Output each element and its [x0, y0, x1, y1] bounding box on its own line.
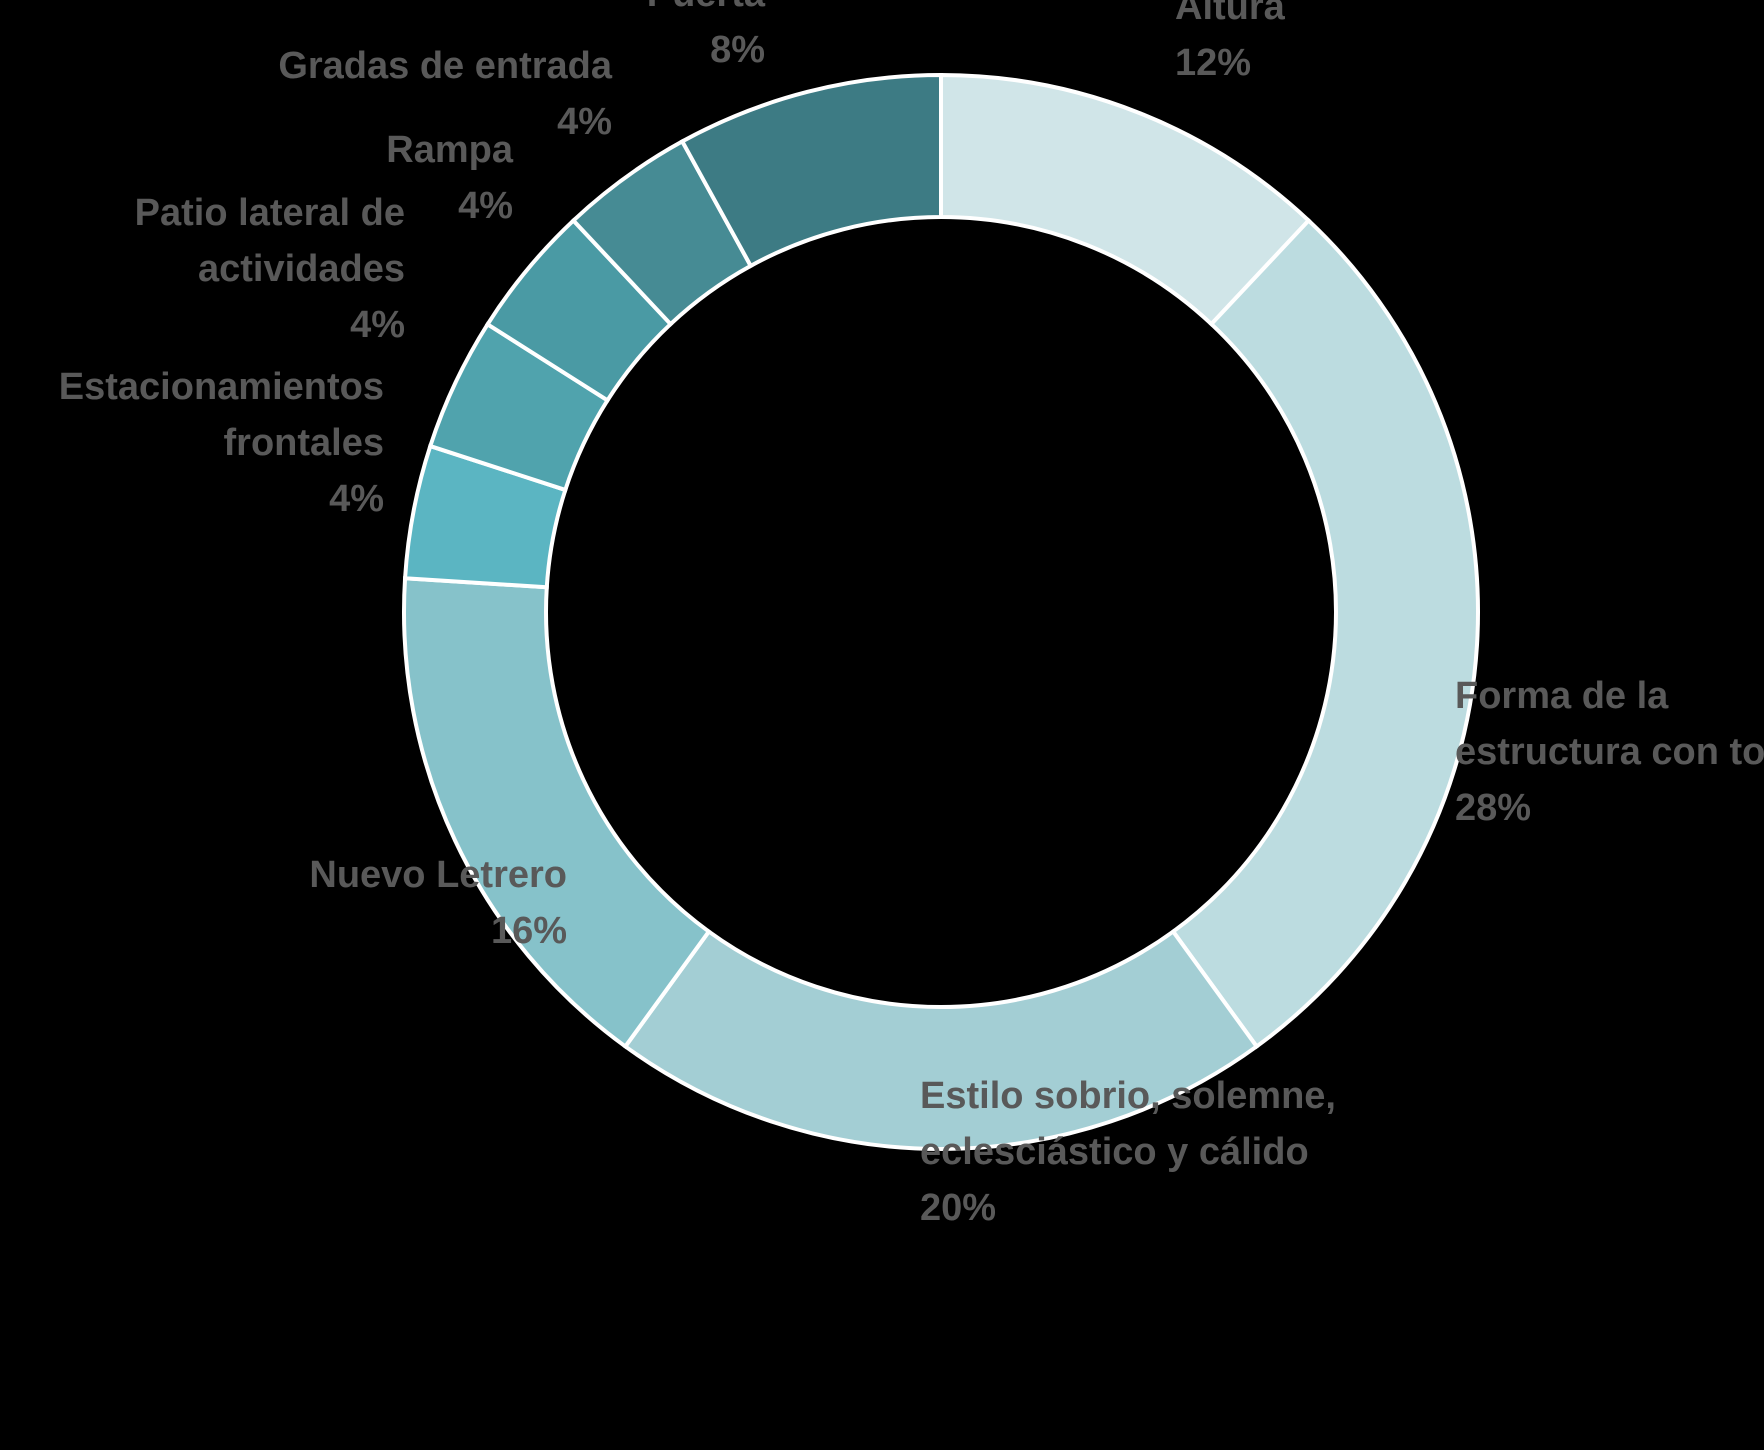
slice-percent-label: 4%: [350, 304, 405, 346]
slice-category-label: eclesciástico y cálido: [920, 1131, 1309, 1173]
slice-label-3: Estilo sobrio, solemne, eclesciástico y c…: [920, 1075, 1336, 1229]
slice-percent-label: 8%: [710, 29, 765, 71]
slice-category-label: Gradas de entrada: [278, 45, 613, 87]
slice-category-label: Estilo sobrio, solemne,: [920, 1075, 1336, 1117]
slice-percent-label: 4%: [557, 101, 612, 143]
slice-label-8: Gradas de entrada 4%: [278, 45, 613, 143]
slice-label-1: Altura 12%: [1175, 0, 1286, 84]
slice-label-9: Puerta 8%: [647, 0, 766, 71]
slice-percent-label: 16%: [491, 910, 567, 952]
slice-percent-label: 4%: [458, 185, 513, 227]
slice-percent-label: 28%: [1455, 787, 1531, 829]
slice-category-label: Forma de la: [1455, 675, 1669, 717]
slice-label-7: Rampa 4%: [386, 129, 514, 227]
slice-category-label: Estacionamientos: [59, 366, 384, 408]
slice-category-label: frontales: [224, 422, 384, 464]
slice-label-4: Nuevo Letrero 16%: [309, 854, 567, 952]
donut-slice-4: [402, 576, 712, 1050]
slice-category-label: Altura: [1175, 0, 1286, 28]
slice-percent-label: 12%: [1175, 42, 1251, 84]
donut-slice-3: [622, 928, 1260, 1151]
slice-label-6: Patio lateral de actividades 4%: [135, 192, 405, 346]
slice-category-label: Rampa: [386, 129, 514, 171]
slice-label-5: Estacionamientos frontales 4%: [59, 366, 384, 520]
slice-category-label: actividades: [198, 248, 405, 290]
donut-slice-9: [679, 72, 943, 269]
donut-labels: Altura 12% Forma de la estructura con to 28%…: [59, 0, 1764, 1229]
slice-percent-label: 20%: [920, 1187, 996, 1229]
slice-category-label: Patio lateral de: [135, 192, 405, 234]
donut-slices: [402, 72, 1480, 1151]
donut-slice-2: [1170, 217, 1480, 1050]
slice-category-label: Nuevo Letrero: [309, 854, 567, 896]
slice-label-2: Forma de la estructura con to 28%: [1455, 675, 1764, 829]
slice-percent-label: 4%: [329, 478, 384, 520]
slice-category-label: Puerta: [647, 0, 766, 15]
slice-category-label: estructura con to: [1455, 731, 1764, 773]
